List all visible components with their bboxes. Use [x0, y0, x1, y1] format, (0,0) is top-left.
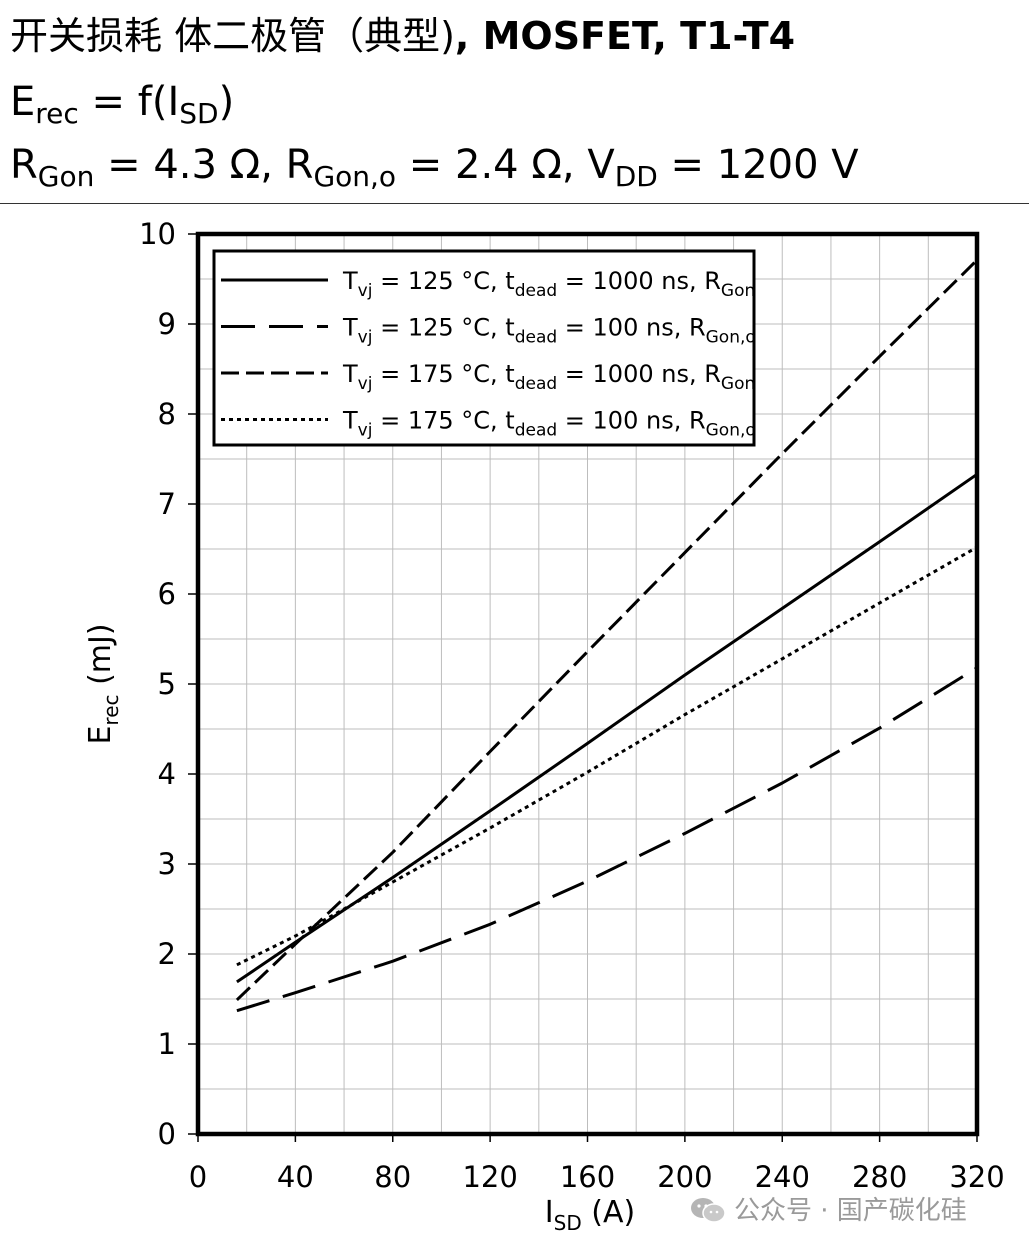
chart-subtitle-function: Erec = f(ISD): [10, 72, 234, 132]
sub-subscript: rec: [35, 97, 79, 130]
series-line: [236, 666, 978, 1013]
y-tick-label: 2: [158, 937, 176, 971]
cond-sub: Gon: [37, 160, 95, 193]
sub-tail: = f(I: [78, 79, 180, 125]
cond-part: R: [10, 142, 38, 188]
chart-subtitle-conditions: RGon = 4.3 Ω, RGon,o = 2.4 Ω, VDD = 1200…: [10, 135, 859, 195]
plot-frame: [195, 231, 980, 1137]
y-tick-label: 4: [158, 757, 176, 791]
wechat-icon: [690, 1197, 726, 1223]
y-tick-label: 3: [158, 847, 176, 881]
legend-label: Tvj = 125 °C, tdead = 1000 ns, RGon: [342, 267, 755, 301]
legend-label: Tvj = 175 °C, tdead = 1000 ns, RGon: [342, 360, 755, 394]
x-tick-label: 160: [560, 1160, 615, 1194]
watermark: 公众号 · 国产碳化硅: [690, 1190, 967, 1227]
sub-main: E: [10, 79, 36, 125]
header-divider: [0, 203, 1029, 204]
sub-tail2: ): [218, 79, 235, 125]
x-tick-label: 200: [657, 1160, 712, 1194]
y-axis-label: Erec (mJ): [83, 623, 123, 744]
sub-subscript2: SD: [179, 97, 219, 130]
x-tick-label: 320: [949, 1160, 1004, 1194]
cond-part: = 2.4 Ω, V: [396, 142, 615, 188]
x-tick-label: 280: [852, 1160, 907, 1194]
x-tick-label: 120: [462, 1160, 517, 1194]
y-tick-label: 8: [158, 397, 176, 431]
y-tick-label: 10: [139, 217, 176, 251]
cond-sub: Gon,o: [313, 160, 397, 193]
series-line: [236, 473, 978, 984]
y-tick-label: 9: [158, 307, 176, 341]
legend-box: [212, 249, 756, 447]
y-tick-label: 5: [158, 667, 176, 701]
y-tick-label: 6: [158, 577, 176, 611]
x-tick-label: 0: [189, 1160, 207, 1194]
cond-part: = 4.3 Ω, R: [94, 142, 314, 188]
chart-title: 开关损耗 体二极管（典型), MOSFET, T1-T4: [10, 8, 795, 64]
title-en: , MOSFET, T1-T4: [454, 14, 796, 58]
y-tick-label: 1: [158, 1027, 176, 1061]
series-line: [235, 259, 979, 1001]
watermark-text: 公众号 · 国产碳化硅: [734, 1196, 967, 1226]
legend-label: Tvj = 175 °C, tdead = 100 ns, RGon,o: [342, 407, 756, 441]
y-tick-label: 0: [158, 1117, 176, 1151]
legend-label: Tvj = 125 °C, tdead = 100 ns, RGon,o: [342, 314, 756, 348]
x-tick-label: 240: [755, 1160, 810, 1194]
cond-part: = 1200 V: [657, 142, 859, 188]
cond-sub: DD: [614, 160, 658, 193]
y-tick-label: 7: [158, 487, 176, 521]
series-line: [236, 545, 978, 967]
x-tick-label: 80: [374, 1160, 411, 1194]
x-axis-label: ISD (A): [545, 1195, 635, 1235]
x-tick-label: 40: [277, 1160, 314, 1194]
title-cn: 开关损耗 体二极管（典型): [10, 14, 455, 58]
